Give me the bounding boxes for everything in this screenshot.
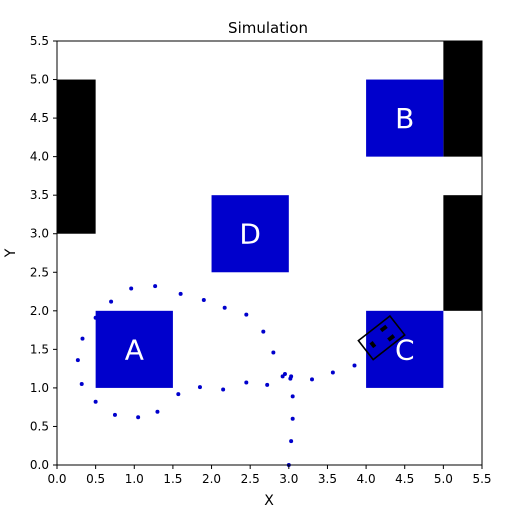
trajectory-point	[176, 392, 181, 397]
zone-label-d: D	[239, 218, 261, 251]
trajectory-point	[93, 315, 98, 320]
y-tick-label: 2.5	[30, 265, 49, 279]
zone-b	[366, 79, 444, 157]
trajectory-point	[197, 385, 202, 390]
trajectory-point	[352, 363, 357, 368]
trajectory-point	[201, 298, 206, 303]
trajectory-point	[330, 370, 335, 375]
x-tick-label: 3.0	[279, 472, 298, 486]
robot-caster	[369, 340, 377, 349]
trajectory-point	[136, 415, 141, 420]
obstacle-1	[57, 79, 96, 234]
x-tick-label: 2.5	[241, 472, 260, 486]
y-tick-label: 5.5	[30, 34, 49, 48]
chart-title: Simulation	[228, 19, 308, 37]
trajectory-point	[109, 299, 114, 304]
x-tick-label: 4.5	[395, 472, 414, 486]
zone-d	[211, 195, 289, 273]
obstacle-3	[443, 195, 482, 311]
y-tick-label: 2.0	[30, 304, 49, 318]
robot-wheel	[379, 324, 388, 333]
trajectory-point	[80, 336, 85, 341]
x-tick-label: 1.5	[163, 472, 182, 486]
trajectory-point	[222, 305, 227, 310]
trajectory-point	[290, 416, 295, 421]
trajectory-point	[271, 350, 276, 355]
x-tick-label: 5.5	[472, 472, 491, 486]
x-tick-label: 5.0	[434, 472, 453, 486]
y-tick-label: 5.0	[30, 73, 49, 87]
zone-label-b: B	[395, 102, 414, 135]
y-tick-label: 0.5	[30, 419, 49, 433]
robot-wheel	[387, 334, 396, 342]
y-tick-label: 4.0	[30, 150, 49, 164]
x-tick-label: 4.0	[357, 472, 376, 486]
y-tick-label: 3.5	[30, 188, 49, 202]
trajectory-point	[261, 329, 266, 334]
x-tick-label: 0.5	[86, 472, 105, 486]
trajectory-point	[289, 439, 294, 444]
trajectory-point	[79, 382, 84, 387]
x-tick-label: 3.5	[318, 472, 337, 486]
trajectory-point	[129, 286, 134, 291]
trajectory-point	[265, 382, 270, 387]
plot-area: A B C D	[57, 41, 482, 467]
y-axis-title: Y	[3, 248, 19, 258]
trajectory-point	[178, 291, 183, 296]
x-tick-label: 1.0	[125, 472, 144, 486]
trajectory-point	[280, 374, 285, 379]
x-axis-title: X	[264, 493, 274, 509]
trajectory-point	[93, 399, 98, 404]
x-tick-label: 2.0	[202, 472, 221, 486]
trajectory-point	[221, 387, 226, 392]
trajectory-point	[290, 394, 295, 399]
trajectory-point	[244, 380, 249, 385]
y-tick-label: 0.0	[30, 458, 49, 472]
axis-ticks: 0.0 0.5 1.0 1.5 2.0 2.5 3.0 3.5 4.0 4.5 5.0 5.5 0.0 0…	[30, 34, 492, 486]
zone-label-a: A	[125, 333, 144, 366]
trajectory-point	[75, 358, 80, 363]
y-tick-label: 4.5	[30, 111, 49, 125]
trajectory-point	[289, 374, 294, 379]
zone-a	[95, 310, 173, 388]
plot-frame	[56, 40, 483, 466]
robot-marker	[357, 314, 406, 361]
trajectory-point	[153, 284, 158, 289]
trajectory-point	[370, 351, 375, 356]
robot-body	[357, 314, 406, 361]
trajectory-point	[112, 412, 117, 417]
zone-label-c: C	[395, 333, 415, 366]
y-tick-label: 1.5	[30, 342, 49, 356]
trajectory-point	[310, 377, 314, 382]
trajectory-point	[155, 409, 160, 414]
y-tick-label: 1.0	[30, 381, 49, 395]
trajectory-point	[244, 312, 249, 317]
x-tick-label: 0.0	[47, 472, 66, 486]
y-tick-label: 3.0	[30, 227, 49, 241]
obstacle-2	[443, 41, 482, 157]
